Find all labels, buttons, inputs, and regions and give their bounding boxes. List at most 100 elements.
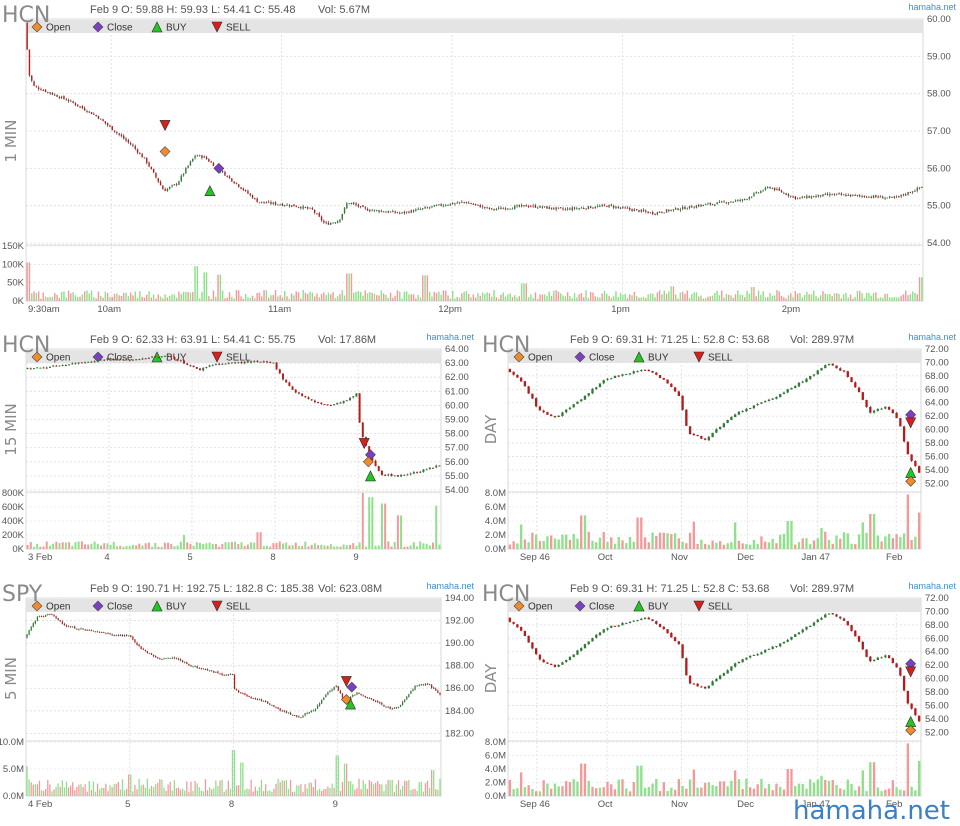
candle bbox=[86, 110, 88, 112]
candle bbox=[730, 416, 733, 421]
candle bbox=[914, 190, 916, 192]
volume-bar bbox=[760, 778, 763, 796]
brand-link[interactable]: hamaha.net bbox=[426, 581, 474, 591]
x-tick-label: 9 bbox=[353, 552, 358, 563]
volume-bar bbox=[675, 294, 677, 301]
brand-link[interactable]: hamaha.net bbox=[426, 332, 474, 342]
candle bbox=[353, 202, 355, 204]
volume-bar bbox=[274, 290, 277, 301]
ohlc-info: Feb 9 O: 69.31 H: 71.25 L: 52.8 C: 53.68 bbox=[570, 583, 769, 595]
brand-link[interactable]: hamaha.net bbox=[908, 581, 956, 591]
candle bbox=[148, 653, 151, 655]
candle bbox=[794, 386, 797, 389]
volume-bar bbox=[63, 787, 66, 796]
candle bbox=[131, 359, 134, 361]
volume-bar bbox=[230, 542, 233, 549]
candle bbox=[675, 208, 677, 210]
y-tick-label: 56.00 bbox=[927, 163, 951, 174]
legend-item-sell: SELL bbox=[211, 351, 251, 364]
legend-item-sell: SELL bbox=[211, 21, 251, 34]
candle bbox=[81, 106, 84, 109]
candle bbox=[30, 626, 32, 631]
volume-bar bbox=[677, 298, 679, 301]
candle bbox=[183, 360, 186, 364]
y-tick-label: 55.00 bbox=[445, 471, 469, 482]
volume-bar bbox=[846, 779, 849, 796]
volume-bar bbox=[107, 791, 109, 796]
candle bbox=[553, 416, 557, 418]
candle bbox=[601, 204, 603, 207]
candle bbox=[537, 207, 539, 209]
volume-bar bbox=[72, 292, 74, 301]
candle bbox=[422, 684, 425, 686]
candle bbox=[711, 432, 714, 438]
volume-bar bbox=[96, 543, 99, 549]
candle bbox=[431, 684, 433, 688]
candle bbox=[130, 635, 132, 638]
volume-bar bbox=[45, 788, 47, 796]
candle bbox=[428, 684, 431, 686]
volume-bar bbox=[28, 262, 31, 301]
candle bbox=[146, 157, 148, 164]
volume-bar bbox=[449, 298, 452, 301]
y-tick-label: 54.00 bbox=[445, 485, 469, 496]
candle bbox=[525, 204, 527, 207]
volume-bar bbox=[615, 291, 617, 301]
volume-bar bbox=[857, 786, 861, 796]
x-tick-label: 12pm bbox=[438, 304, 462, 315]
candle bbox=[516, 624, 519, 628]
candle bbox=[177, 658, 180, 660]
candle bbox=[150, 166, 153, 169]
candle bbox=[405, 211, 408, 213]
candle bbox=[258, 699, 261, 701]
volume-bar bbox=[426, 275, 429, 301]
candle bbox=[865, 400, 868, 407]
volume-bar bbox=[357, 291, 360, 301]
volume-bar bbox=[376, 295, 378, 301]
y-tick-label: 66.00 bbox=[925, 633, 949, 644]
volume-bar bbox=[406, 780, 408, 796]
candle bbox=[364, 695, 366, 698]
volume-bar bbox=[757, 290, 760, 301]
candle bbox=[820, 617, 823, 620]
volume-tick-label: 0.0M bbox=[3, 791, 24, 802]
y-tick-label: 63.00 bbox=[445, 358, 469, 369]
candle bbox=[617, 206, 619, 208]
volume-bar bbox=[26, 545, 29, 549]
candle bbox=[733, 663, 737, 667]
candle bbox=[316, 213, 318, 215]
candle bbox=[852, 194, 854, 196]
candle bbox=[212, 162, 215, 167]
volume-bar bbox=[617, 779, 620, 796]
volume-bar bbox=[410, 790, 412, 796]
candle bbox=[685, 409, 688, 426]
volume-bar bbox=[160, 546, 163, 549]
candle bbox=[902, 426, 906, 442]
volume-bar bbox=[258, 786, 261, 796]
volume-bar bbox=[592, 292, 594, 301]
volume-bar bbox=[876, 535, 879, 549]
brand-link[interactable]: hamaha.net bbox=[908, 332, 956, 342]
volume-bar bbox=[895, 787, 898, 796]
legend-label: Open bbox=[528, 353, 552, 364]
volume-bar bbox=[74, 295, 77, 301]
volume-bar bbox=[244, 293, 247, 301]
candle bbox=[147, 357, 150, 359]
volume-bar bbox=[782, 789, 786, 796]
volume-bar bbox=[806, 291, 808, 301]
volume-bar bbox=[775, 543, 778, 549]
volume-bar bbox=[341, 290, 343, 301]
volume-bar bbox=[477, 293, 479, 301]
volume-bar bbox=[285, 780, 288, 796]
candle bbox=[389, 211, 392, 213]
candle bbox=[613, 625, 617, 627]
volume-bar bbox=[366, 293, 369, 301]
candle bbox=[836, 193, 838, 195]
volume-bar bbox=[610, 537, 613, 549]
volume-bar bbox=[57, 783, 59, 796]
candle bbox=[636, 620, 639, 622]
candle bbox=[785, 193, 787, 195]
brand-link[interactable]: hamaha.net bbox=[908, 2, 956, 12]
candle bbox=[414, 685, 416, 690]
candle bbox=[727, 202, 730, 204]
